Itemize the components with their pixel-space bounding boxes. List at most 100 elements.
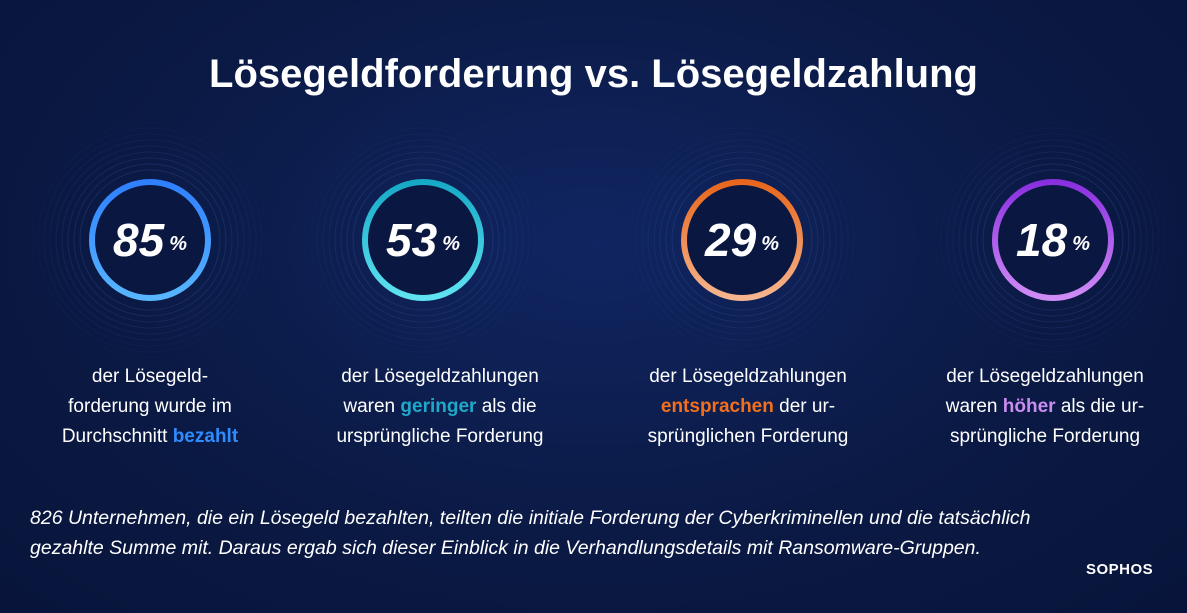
halo-ring <box>982 169 1124 311</box>
stat-unit: % <box>761 232 779 255</box>
progress-ring <box>681 179 803 301</box>
halo-ring <box>334 151 512 329</box>
halo-ring <box>976 163 1130 317</box>
halo-ring <box>73 163 227 317</box>
caption-highlight: entsprachen <box>660 396 774 417</box>
halo-ring <box>352 169 494 311</box>
halo-ring <box>934 121 1172 359</box>
halo-ring <box>328 145 518 335</box>
halo-ring <box>49 139 251 341</box>
footnote: 826 Unternehmen, die ein Lösegeld bezahl… <box>30 503 1160 563</box>
halo-ring <box>322 139 524 341</box>
caption-line: der Lösegeldzahlungen <box>895 362 1187 392</box>
caption-text: waren <box>343 396 401 417</box>
halo-ring <box>304 121 542 359</box>
halo-ring <box>43 133 257 347</box>
inner-disc <box>995 182 1111 298</box>
halo-ring <box>946 133 1160 347</box>
caption-text: sprüngliche Forderung <box>949 426 1141 447</box>
halo-ring <box>61 151 239 329</box>
caption-text: der Lösegeld- <box>91 366 209 387</box>
caption-line: entsprachen der ur- <box>598 392 898 422</box>
stat-number: 18 <box>1016 214 1068 266</box>
caption-text: waren <box>945 396 1003 417</box>
stat-2-caption: der Lösegeldzahlungen waren geringer als … <box>290 362 590 452</box>
halo-ring <box>940 127 1166 353</box>
halo-ring <box>665 163 819 317</box>
inner-disc <box>684 182 800 298</box>
stat-unit: % <box>442 232 460 255</box>
stat-3-caption: der Lösegeldzahlungen entsprachen der ur-… <box>598 362 898 452</box>
caption-text: der Lösegeldzahlungen <box>946 366 1144 387</box>
halo-ring <box>635 133 849 347</box>
stat-value: 29 % <box>592 120 892 360</box>
caption-text: der Lösegeldzahlungen <box>649 366 847 387</box>
halo-ring <box>316 133 530 347</box>
caption-text: als die <box>476 396 537 417</box>
page-title: Lösegeldforderung vs. Lösegeldzahlung <box>209 52 978 96</box>
inner-disc <box>92 182 208 298</box>
halo-ring <box>623 121 861 359</box>
halo-ring <box>659 157 825 323</box>
stat-value: 85 % <box>0 120 300 360</box>
caption-line: der Lösegeld- <box>0 362 300 392</box>
caption-text: sprünglichen Forderung <box>647 426 849 447</box>
stat-4: 18 % <box>903 120 1187 360</box>
caption-line: sprünglichen Forderung <box>598 422 898 452</box>
caption-highlight: geringer <box>400 396 477 417</box>
halo-ring <box>340 157 506 323</box>
caption-text: der ur- <box>773 396 836 417</box>
footnote-line: 826 Unternehmen, die ein Lösegeld bezahl… <box>30 507 1031 529</box>
caption-text: forderung wurde im <box>68 396 232 417</box>
halo-ring <box>970 157 1136 323</box>
caption-line: forderung wurde im <box>0 392 300 422</box>
stat-unit: % <box>169 232 187 255</box>
ring-graphic <box>304 121 542 359</box>
progress-ring <box>992 179 1114 301</box>
caption-line: sprüngliche Forderung <box>895 422 1187 452</box>
halo-ring <box>647 145 837 335</box>
halo-ring <box>964 151 1142 329</box>
halo-ring <box>958 145 1148 335</box>
stat-unit: % <box>1072 232 1090 255</box>
stat-number: 53 <box>386 214 438 266</box>
stat-1: 85 % <box>0 120 300 360</box>
stat-value: 18 % <box>903 120 1187 360</box>
halo-ring <box>671 169 813 311</box>
stat-value: 53 % <box>273 120 573 360</box>
halo-ring <box>346 163 500 317</box>
caption-text: ursprüngliche Forderung <box>336 426 544 447</box>
caption-text: der Lösegeldzahlungen <box>341 366 539 387</box>
stat-number: 85 <box>113 214 165 266</box>
progress-ring <box>89 179 211 301</box>
stat-4-caption: der Lösegeldzahlungen waren höher als die… <box>895 362 1187 452</box>
halo-ring <box>37 127 263 353</box>
halo-ring <box>67 157 233 323</box>
halo-ring <box>653 151 831 329</box>
halo-ring <box>641 139 843 341</box>
caption-line: Durchschnitt bezahlt <box>0 422 300 452</box>
stat-number: 29 <box>705 214 757 266</box>
stat-3: 29 % <box>592 120 892 360</box>
halo-ring <box>31 121 269 359</box>
sophos-logo: SOPHOS <box>1086 561 1154 578</box>
halo-ring <box>629 127 855 353</box>
stat-1-caption: der Lösegeld-forderung wurde im Durchschn… <box>0 362 300 452</box>
footnote-line: gezahlte Summe mit. Daraus ergab sich di… <box>30 537 981 559</box>
caption-text: als die ur- <box>1055 396 1145 417</box>
caption-highlight: höher <box>1002 396 1056 417</box>
inner-disc <box>365 182 481 298</box>
halo-ring <box>310 127 536 353</box>
caption-line: waren höher als die ur- <box>895 392 1187 422</box>
halo-ring <box>79 169 221 311</box>
caption-line: waren geringer als die <box>290 392 590 422</box>
halo-ring <box>55 145 245 335</box>
halo-ring <box>952 139 1154 341</box>
stat-2: 53 % <box>273 120 573 360</box>
ring-graphic <box>934 121 1172 359</box>
caption-text: Durchschnitt <box>61 426 173 447</box>
ring-graphic <box>31 121 269 359</box>
progress-ring <box>362 179 484 301</box>
caption-highlight: bezahlt <box>172 426 239 447</box>
